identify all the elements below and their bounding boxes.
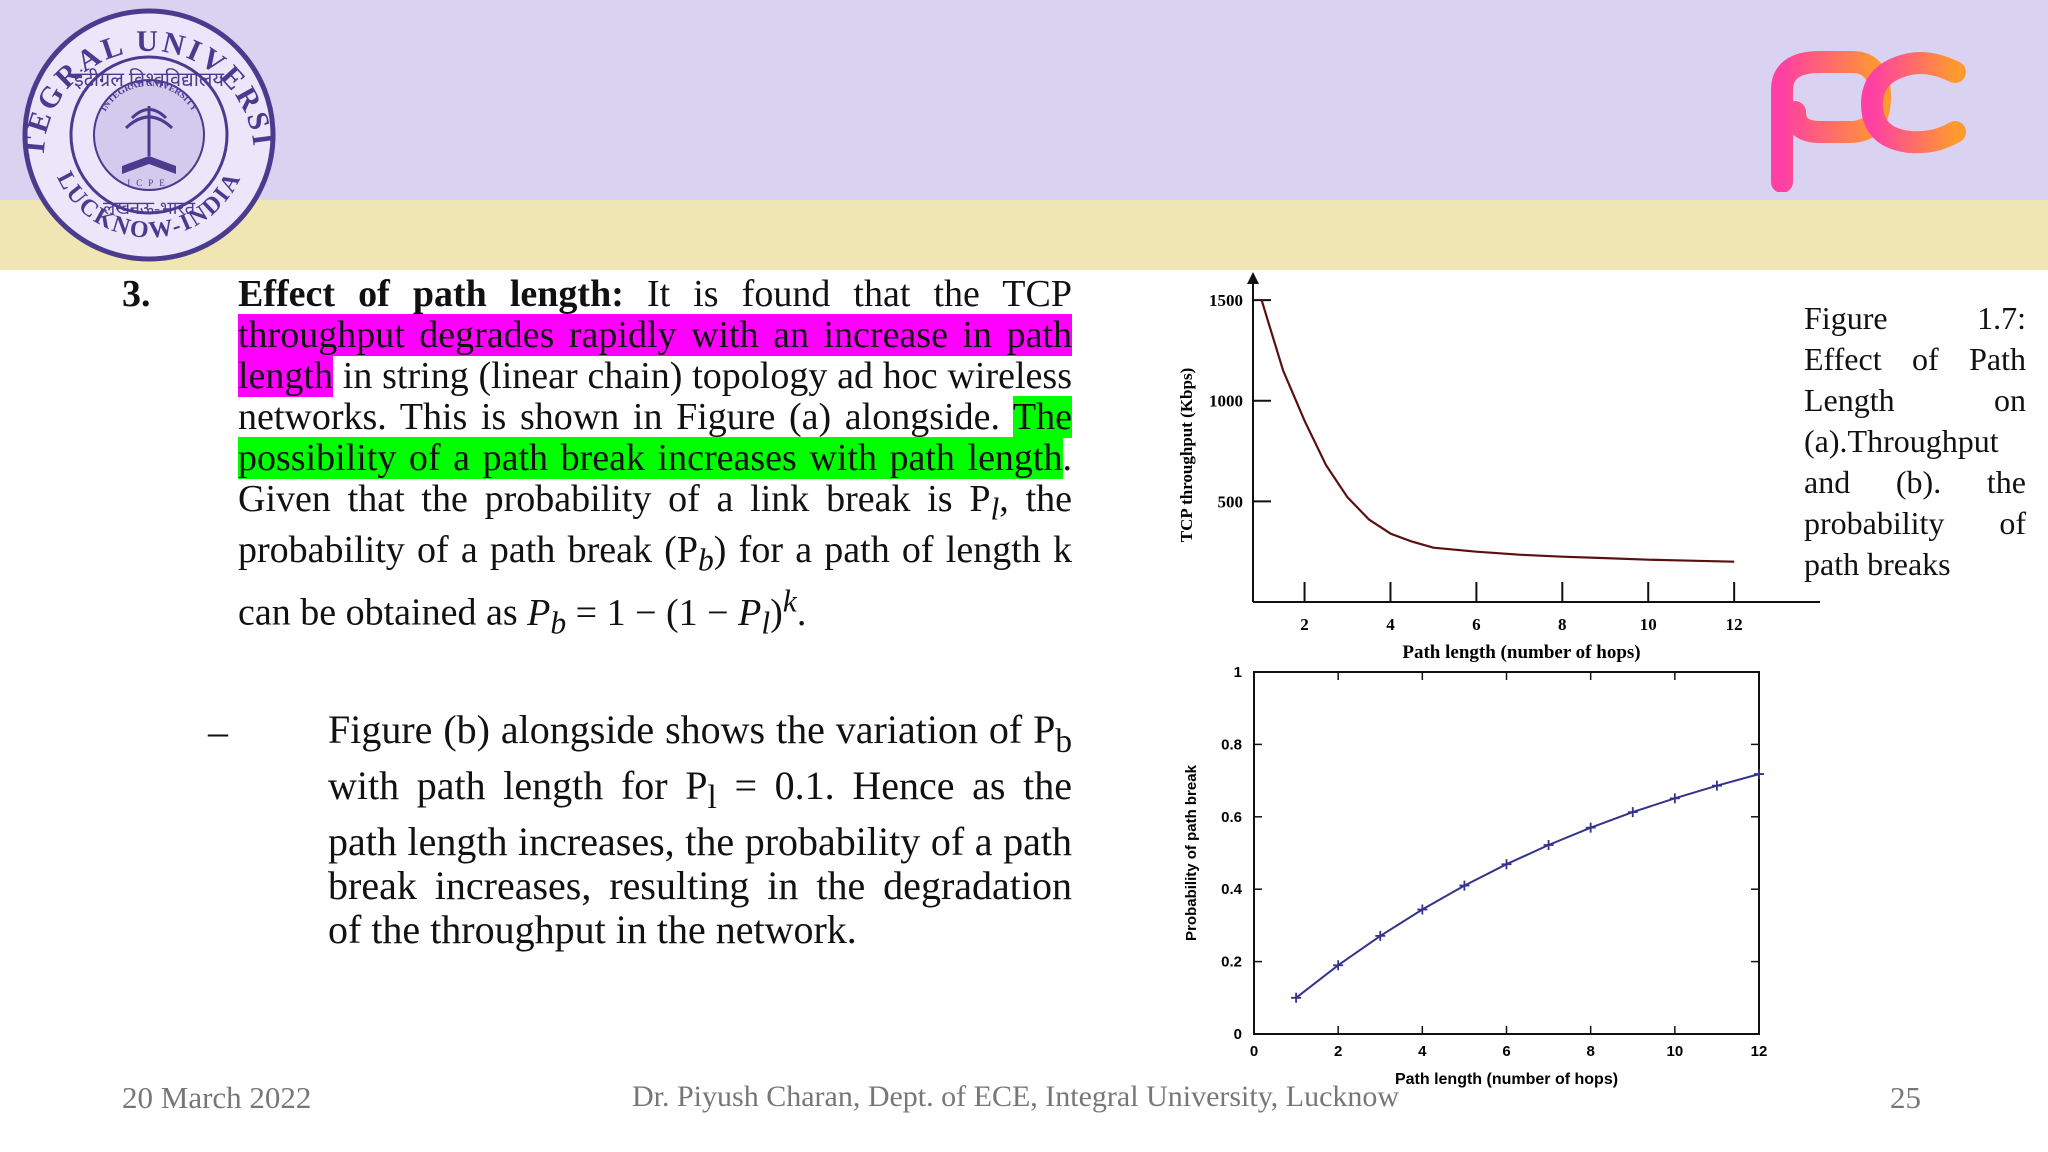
probability-point [1543, 840, 1554, 851]
y-tick-label: 0.8 [1221, 736, 1242, 753]
path-break-chart: 0 2 4 6 8 10 12 0 0.2 0.4 0.6 0.8 1 Path length (numb… [1183, 664, 1768, 1088]
probability-point [1459, 880, 1470, 891]
x-axis-label: Path length (number of hops) [1395, 1071, 1618, 1088]
x-tick-label: 10 [1666, 1043, 1683, 1060]
point-number: 3. [122, 273, 151, 315]
x-tick-label: 8 [1558, 615, 1567, 634]
x-tick-label: 6 [1472, 615, 1481, 634]
x-tick-label: 10 [1640, 615, 1657, 634]
probability-point [1291, 992, 1302, 1003]
y-axis-arrow [1247, 272, 1259, 284]
subpoint-paragraph: Figure (b) alongside shows the variation… [328, 707, 1072, 952]
svg-text:इंटीग्रल विश्वविद्यालय: इंटीग्रल विश्वविद्यालय [74, 68, 224, 91]
x-axis-label: Path length (number of hops) [1402, 642, 1640, 663]
probability-point [1711, 780, 1722, 791]
y-tick-label: 0.4 [1221, 881, 1243, 898]
y-tick-label: 1 [1234, 664, 1242, 681]
university-seal-logo: INTEGRAL UNIVERSITY LUCKNOW-INDIA इंटीग्… [14, 6, 277, 262]
point-heading: Effect of path length: [238, 273, 624, 315]
point-paragraph: Effect of path length: It is found that … [238, 273, 1072, 641]
x-tick-label: 12 [1751, 1043, 1768, 1060]
plot-frame [1253, 671, 1760, 1035]
svg-text:ICPE: ICPE [127, 178, 171, 188]
y-axis-label: Probability of path break [1183, 764, 1200, 941]
y-tick-label: 0 [1234, 1026, 1242, 1043]
x-tick-label: 2 [1300, 615, 1309, 634]
y-tick-label: 0.2 [1221, 954, 1242, 971]
probability-point [1669, 793, 1680, 804]
y-axis-label: TCP throughput (Kbps) [1177, 368, 1196, 542]
x-tick-label: 8 [1586, 1043, 1594, 1060]
y-tick-label: 0.6 [1221, 809, 1242, 826]
throughput-chart: 2 4 6 8 10 12 500 1000 1500 Path length (number o… [1177, 272, 1820, 663]
formula: Pb = 1 − (1 − Pl)k. [527, 583, 807, 641]
probability-point [1333, 960, 1344, 971]
probability-point [1417, 904, 1428, 915]
svg-text:लखनऊ-भारत: लखनऊ-भारत [103, 198, 196, 218]
x-tick-label: 4 [1418, 1043, 1427, 1060]
y-tick-label: 1500 [1209, 291, 1243, 310]
y-tick-label: 500 [1218, 492, 1244, 511]
throughput-series-line [1260, 299, 1735, 563]
x-tick-label: 2 [1334, 1043, 1342, 1060]
probability-point [1585, 822, 1596, 833]
figure-caption: Figure 1.7: Effect of Path Length on (a)… [1804, 300, 2026, 582]
header-band [0, 0, 2048, 200]
footer-author: Dr. Piyush Charan, Dept. of ECE, Integra… [632, 1080, 1400, 1113]
x-tick-label: 12 [1726, 615, 1743, 634]
pc-logo [1771, 51, 1966, 192]
footer-date: 20 March 2022 [122, 1080, 312, 1115]
y-tick-label: 1000 [1209, 392, 1243, 411]
x-tick-label: 4 [1386, 615, 1395, 634]
page-number: 25 [1890, 1080, 1921, 1115]
probability-series-line [1295, 773, 1760, 999]
probability-point [1375, 930, 1386, 941]
x-tick-label: 0 [1250, 1043, 1258, 1060]
header-accent-band [0, 200, 2048, 270]
subpoint-dash: – [208, 709, 228, 754]
x-tick-label: 6 [1502, 1043, 1510, 1060]
probability-point [1754, 769, 1764, 780]
probability-point [1627, 807, 1638, 818]
probability-point [1501, 859, 1512, 870]
